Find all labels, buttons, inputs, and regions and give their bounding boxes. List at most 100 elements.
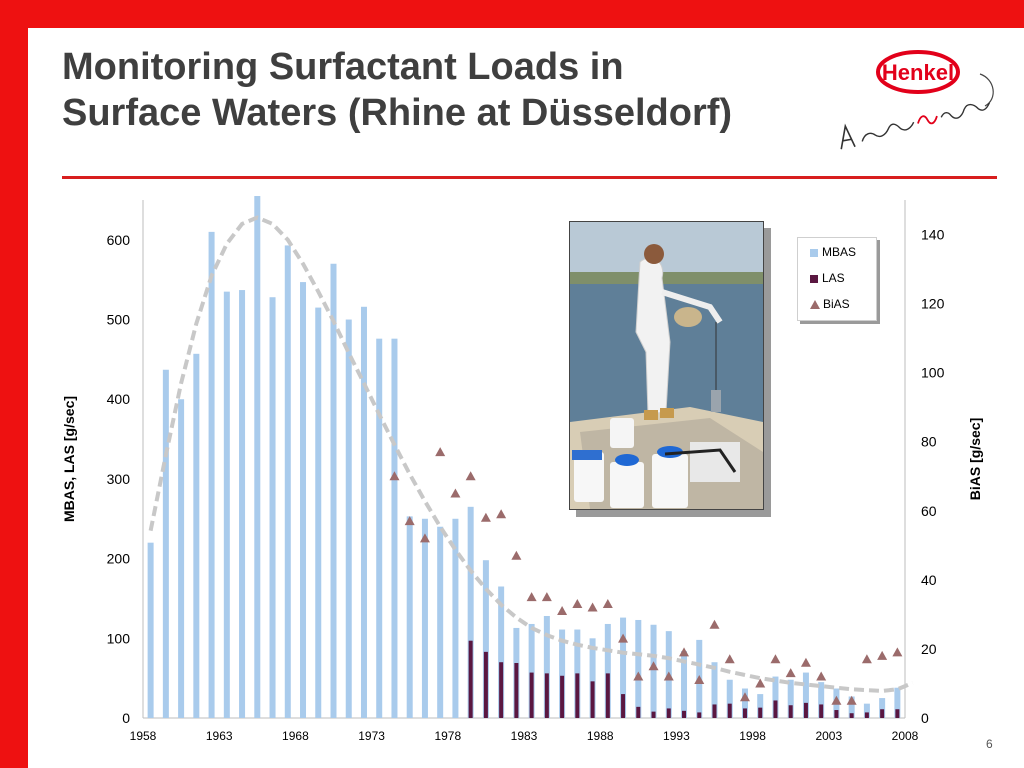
mbas-bar-1972 bbox=[360, 306, 367, 718]
y2-tick-label: 120 bbox=[921, 296, 945, 312]
bias-marker-1981 bbox=[496, 509, 507, 519]
legend-label-las: LAS bbox=[822, 271, 845, 285]
las-bar-1984 bbox=[544, 673, 549, 718]
las-bar-2000 bbox=[788, 705, 793, 718]
bias-marker-2007 bbox=[892, 647, 903, 657]
henkel-logo: Henkel bbox=[840, 50, 994, 150]
mbas-bar-1993 bbox=[681, 651, 688, 718]
mbas-bar-1981 bbox=[498, 586, 505, 718]
mbas-bars bbox=[147, 196, 901, 718]
las-bar-2003 bbox=[834, 710, 839, 718]
red-frame-left bbox=[0, 0, 28, 768]
bias-marker-1990 bbox=[633, 671, 644, 681]
las-bar-1992 bbox=[666, 708, 671, 718]
legend-swatch-bias bbox=[810, 300, 820, 310]
mbas-bar-2004 bbox=[848, 696, 855, 718]
mbas-bar-1997 bbox=[741, 688, 748, 718]
las-bar-1994 bbox=[697, 712, 702, 718]
bias-marker-1997 bbox=[739, 692, 750, 702]
las-bar-1999 bbox=[773, 700, 778, 718]
mbas-bar-1999 bbox=[772, 676, 779, 718]
las-bars bbox=[468, 640, 900, 718]
mbas-bar-1998 bbox=[757, 694, 764, 718]
bias-marker-1986 bbox=[572, 599, 583, 609]
mbas-bar-1969 bbox=[315, 307, 322, 718]
bias-marker-1979 bbox=[465, 471, 476, 481]
bias-marker-1987 bbox=[587, 602, 598, 612]
bias-marker-1984 bbox=[541, 592, 552, 602]
las-bar-1985 bbox=[560, 675, 565, 718]
mbas-bar-2002 bbox=[818, 682, 825, 718]
y2-tick-label: 20 bbox=[921, 641, 937, 657]
mbas-bar-1995 bbox=[711, 662, 718, 718]
x-tick-label: 1998 bbox=[739, 729, 766, 743]
mbas-bar-1960 bbox=[178, 399, 185, 718]
bias-marker-1988 bbox=[602, 599, 613, 609]
mbas-bar-2007 bbox=[894, 687, 901, 718]
bias-marker-1991 bbox=[648, 661, 659, 671]
mbas-bar-1958 bbox=[147, 542, 154, 718]
x-tick-label: 1973 bbox=[358, 729, 385, 743]
legend-item-bias: BiAS bbox=[810, 296, 850, 312]
bias-marker-1983 bbox=[526, 592, 537, 602]
legend-label-bias: BiAS bbox=[823, 297, 850, 311]
mbas-bar-2005 bbox=[863, 703, 870, 718]
las-bar-1987 bbox=[590, 681, 595, 718]
y-tick-label: 500 bbox=[107, 312, 131, 328]
trend-curve bbox=[148, 215, 914, 693]
bias-marker-1976 bbox=[419, 533, 430, 543]
mbas-bar-1990 bbox=[635, 619, 642, 718]
bias-marker-2003 bbox=[831, 695, 842, 705]
las-bar-1979 bbox=[468, 640, 473, 718]
y-tick-label: 600 bbox=[107, 232, 131, 248]
x-tick-label: 2008 bbox=[892, 729, 919, 743]
bias-marker-1993 bbox=[679, 647, 690, 657]
las-bar-1993 bbox=[682, 710, 687, 718]
bias-marker-1999 bbox=[770, 654, 781, 664]
mbas-bar-1963 bbox=[223, 291, 230, 718]
las-bar-2004 bbox=[849, 713, 854, 718]
bias-marker-1994 bbox=[694, 675, 705, 685]
las-bar-1998 bbox=[758, 707, 763, 718]
bias-marker-1982 bbox=[511, 550, 522, 560]
logo-tagline-signature bbox=[840, 102, 991, 150]
mbas-bar-1988 bbox=[604, 623, 611, 718]
bias-marker-2006 bbox=[877, 650, 888, 660]
las-bar-1997 bbox=[742, 708, 747, 718]
title-divider-rule bbox=[62, 176, 997, 179]
las-bar-2006 bbox=[880, 709, 885, 718]
slide-title-line-1: Monitoring Surfactant Loads in bbox=[62, 46, 624, 88]
las-bar-1990 bbox=[636, 706, 641, 718]
mbas-bar-1983 bbox=[528, 623, 535, 718]
mbas-bar-1971 bbox=[345, 319, 352, 718]
y2-tick-label: 60 bbox=[921, 503, 937, 519]
x-tick-label: 1983 bbox=[511, 729, 538, 743]
mbas-bar-1959 bbox=[162, 369, 169, 718]
mbas-bar-1968 bbox=[300, 282, 307, 718]
x-tick-label: 1963 bbox=[206, 729, 233, 743]
bias-marker-2001 bbox=[800, 657, 811, 667]
las-bar-1988 bbox=[605, 673, 610, 718]
y-tick-label: 300 bbox=[107, 471, 131, 487]
trend-line bbox=[148, 215, 914, 693]
bias-marker-2000 bbox=[785, 668, 796, 678]
y2-tick-label: 140 bbox=[921, 227, 945, 243]
mbas-bar-1980 bbox=[482, 560, 489, 718]
bias-marker-1996 bbox=[724, 654, 735, 664]
slide-title-line-2: Surface Waters (Rhine at Düsseldorf) bbox=[62, 92, 733, 134]
mbas-bar-2001 bbox=[802, 672, 809, 718]
legend-item-mbas: MBAS bbox=[810, 244, 856, 260]
slide-title: Monitoring Surfactant Loads in Surface W… bbox=[62, 44, 732, 136]
las-bar-2005 bbox=[864, 712, 869, 718]
bias-marker-1992 bbox=[663, 671, 674, 681]
las-bar-1996 bbox=[727, 703, 732, 718]
bias-markers bbox=[389, 447, 903, 705]
bias-marker-1980 bbox=[480, 512, 491, 522]
field-sampling-photo bbox=[569, 221, 764, 510]
legend-swatch-las bbox=[810, 274, 818, 283]
mbas-bar-1961 bbox=[193, 353, 200, 718]
bias-marker-1977 bbox=[435, 447, 446, 457]
tick-labels: 1958 1963 1968 1973 1978 1983 1988 1993 1998 2003… bbox=[107, 227, 945, 743]
y-tick-label: 200 bbox=[107, 551, 131, 567]
